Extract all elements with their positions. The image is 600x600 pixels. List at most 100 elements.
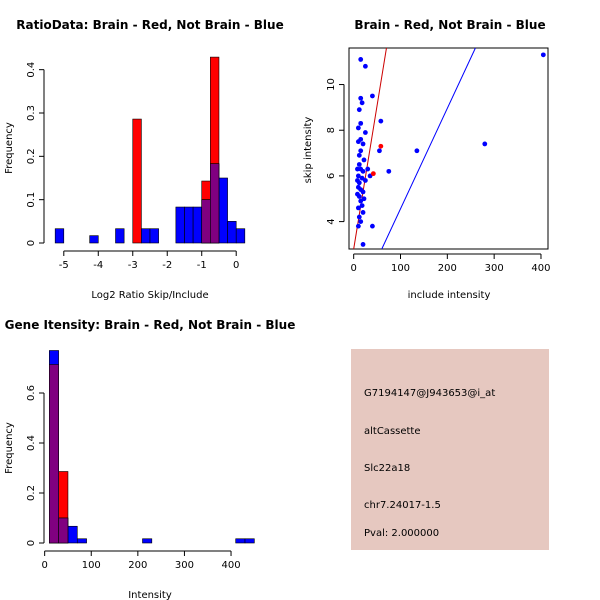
brain-bar-1 bbox=[132, 118, 142, 244]
intensity-scatter-plot-box bbox=[348, 47, 549, 250]
reference-line-2 bbox=[381, 47, 476, 250]
x-tick-label: 0 bbox=[233, 260, 239, 271]
x-tick-label: 400 bbox=[221, 560, 240, 571]
not-brain-point bbox=[358, 120, 364, 126]
gene-intensity-histogram-title: Gene Itensity: Brain - Red, Not Brain - … bbox=[5, 318, 296, 332]
not-brain-bar-5 bbox=[149, 228, 159, 244]
ratio-histogram-bars bbox=[54, 56, 246, 244]
x-tick-label: -5 bbox=[59, 260, 69, 271]
not-brain-point bbox=[355, 125, 361, 131]
overlap-bar-9 bbox=[201, 199, 211, 244]
intensity-scatter-points bbox=[355, 52, 546, 247]
not-brain-point bbox=[358, 57, 364, 62]
gene-intensity-histogram: Gene Itensity: Brain - Red, Not Brain - … bbox=[4, 318, 295, 600]
y-tick-label: 0 bbox=[26, 240, 37, 246]
not-brain-bar-12 bbox=[227, 221, 237, 244]
y-tick-label: 0.3 bbox=[26, 105, 37, 121]
not-brain-bar-3 bbox=[67, 525, 78, 544]
probe-id-text: G7194147@J943653@i_at bbox=[364, 388, 495, 399]
probe-info-panel: G7194147@J943653@i_at altCassette Slc22a… bbox=[351, 349, 549, 550]
y-tick-label: 0.2 bbox=[26, 148, 37, 164]
brain-point bbox=[370, 171, 376, 177]
x-tick-label: -4 bbox=[93, 260, 103, 271]
not-brain-point bbox=[358, 95, 364, 101]
not-brain-point bbox=[360, 141, 366, 147]
x-tick-label: -1 bbox=[197, 260, 207, 271]
y-tick-label: 10 bbox=[326, 78, 337, 91]
not-brain-point bbox=[540, 52, 546, 58]
x-tick-label: 200 bbox=[438, 263, 457, 274]
not-brain-point bbox=[360, 189, 366, 195]
not-brain-bar-8 bbox=[192, 206, 203, 244]
overlap-bar-2 bbox=[58, 517, 69, 544]
gene-intensity-histogram-bars bbox=[49, 350, 255, 544]
not-brain-point bbox=[362, 178, 368, 183]
not-brain-point bbox=[355, 173, 361, 179]
x-tick-label: 300 bbox=[485, 263, 504, 274]
ratio-histogram-title: RatioData: Brain - Red, Not Brain - Blue bbox=[16, 18, 283, 32]
brain-point bbox=[378, 143, 384, 149]
y-tick-label: 0.1 bbox=[26, 192, 37, 208]
not-brain-bar-4 bbox=[141, 228, 151, 244]
intensity-scatter-reference-lines bbox=[353, 47, 476, 250]
not-brain-bar-2 bbox=[89, 235, 99, 244]
not-brain-point bbox=[355, 205, 361, 211]
not-brain-point bbox=[358, 198, 364, 204]
intensity-scatter-title: Brain - Red, Not Brain - Blue bbox=[354, 18, 545, 32]
event-type-text: altCassette bbox=[364, 426, 421, 437]
not-brain-point bbox=[414, 148, 420, 154]
not-brain-bar-13 bbox=[235, 228, 246, 244]
not-brain-point bbox=[356, 194, 362, 199]
not-brain-point bbox=[370, 223, 375, 229]
not-brain-point bbox=[377, 148, 382, 154]
y-tick-label: 0.6 bbox=[26, 385, 37, 401]
y-tick-label: 6 bbox=[326, 173, 337, 179]
not-brain-point bbox=[356, 152, 362, 158]
intensity-scatter-xlabel: include intensity bbox=[408, 290, 491, 301]
x-tick-label: 200 bbox=[128, 560, 147, 571]
not-brain-bar-6 bbox=[175, 206, 185, 244]
not-brain-point bbox=[356, 162, 362, 167]
x-tick-label: 100 bbox=[391, 263, 410, 274]
intensity-scatter-ylabel: skip intensity bbox=[303, 117, 314, 184]
intensity-scatter: Brain - Red, Not Brain - Blue include in… bbox=[303, 18, 551, 301]
not-brain-point bbox=[355, 223, 361, 229]
overlap-bar-10 bbox=[210, 163, 220, 244]
gene-intensity-histogram-xlabel: Intensity bbox=[128, 590, 172, 600]
x-tick-label: 100 bbox=[82, 560, 101, 571]
not-brain-point bbox=[359, 203, 365, 209]
not-brain-bar-4 bbox=[76, 538, 87, 544]
not-brain-point bbox=[361, 157, 367, 163]
x-tick-label: 400 bbox=[531, 263, 550, 274]
not-brain-bar-3 bbox=[115, 228, 125, 244]
not-brain-point bbox=[362, 63, 368, 69]
gene-intensity-histogram-ylabel: Frequency bbox=[4, 422, 15, 474]
probe-info-background bbox=[351, 349, 549, 550]
not-brain-point bbox=[378, 118, 384, 124]
y-tick-label: 0 bbox=[26, 540, 37, 546]
not-brain-point bbox=[356, 180, 362, 186]
not-brain-bar-7 bbox=[244, 538, 255, 544]
not-brain-point bbox=[355, 139, 361, 145]
not-brain-point bbox=[360, 210, 366, 215]
location-text: chr7.24017-1.5 bbox=[364, 500, 441, 511]
y-tick-label: 0.4 bbox=[26, 62, 37, 78]
not-brain-point bbox=[362, 130, 368, 135]
overlap-bar-1 bbox=[49, 364, 59, 544]
ratio-histogram-ylabel: Frequency bbox=[4, 122, 15, 174]
not-brain-bar-11 bbox=[218, 177, 228, 244]
not-brain-point bbox=[356, 107, 362, 113]
gene-name-text: Slc22a18 bbox=[364, 463, 410, 474]
not-brain-point bbox=[370, 93, 375, 99]
not-brain-bar-1 bbox=[54, 228, 65, 244]
y-tick-label: 4 bbox=[326, 218, 337, 224]
not-brain-point bbox=[359, 100, 365, 106]
not-brain-point bbox=[386, 168, 392, 174]
x-tick-label: 0 bbox=[350, 263, 356, 274]
y-tick-label: 8 bbox=[326, 127, 337, 133]
x-tick-label: -3 bbox=[128, 260, 138, 271]
not-brain-point bbox=[358, 219, 364, 224]
not-brain-point bbox=[360, 242, 366, 247]
not-brain-point bbox=[482, 141, 488, 147]
ratio-histogram-axes: -5 -4 -3 -2 -1 0 0 0.1 0.2 0.3 0.4 bbox=[26, 62, 239, 271]
